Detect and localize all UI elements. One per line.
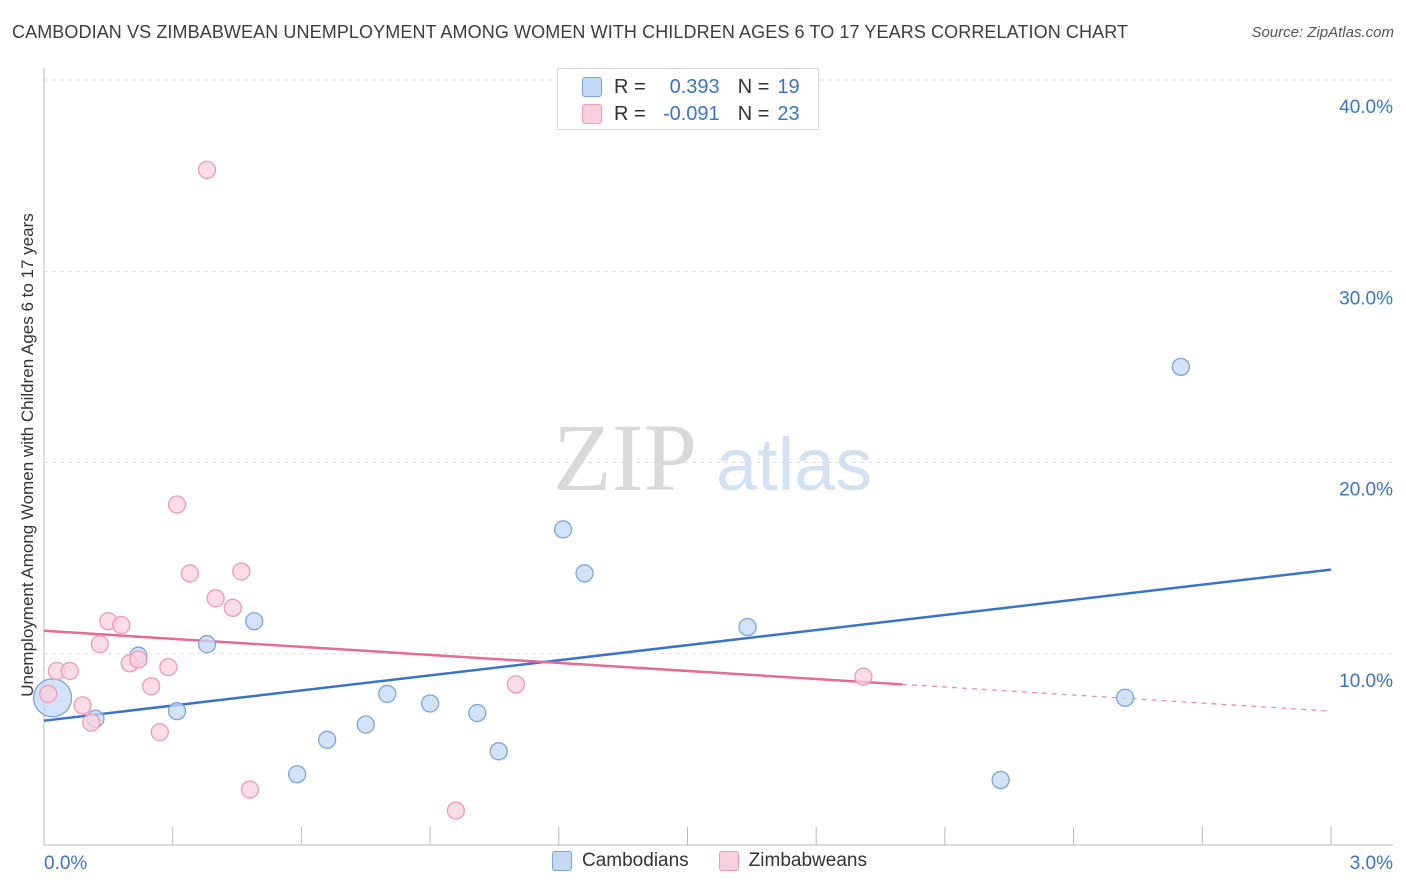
zimbabwean-point: [82, 713, 101, 732]
x-tick-label-max: 3.0%: [1350, 853, 1393, 874]
legend-n-label: N =: [737, 102, 770, 125]
zimbabwean-point: [73, 696, 92, 715]
source-note: Source: ZipAtlas.com: [1251, 24, 1394, 41]
legend-row-cambodians: R = 0.393 N = 19: [582, 74, 800, 100]
zimbabwean-point: [232, 562, 251, 581]
correlation-legend: R = 0.393 N = 19 R = -0.091 N = 23: [557, 68, 819, 130]
legend-r-value: -0.091: [662, 102, 720, 125]
zimbabwean-point: [206, 589, 225, 608]
cambodian-point: [378, 684, 397, 704]
cambodian-point: [167, 701, 187, 721]
cambodian-point: [420, 694, 440, 713]
cambodian-point: [468, 703, 487, 723]
legend-n-value: 19: [777, 75, 800, 98]
cambodian-point: [489, 742, 508, 761]
watermark-atlas: atlas: [716, 423, 872, 506]
legend-swatch-blue: [582, 77, 602, 97]
zimbabwean-point: [129, 650, 148, 669]
series-legend-cambodians: Cambodians: [552, 850, 689, 872]
cambodian-point: [738, 617, 757, 637]
cambodian-point: [1171, 357, 1190, 377]
axis-layer: 10.0% 20.0% 30.0% 40.0% 0.0% 3.0%: [43, 68, 1393, 874]
series-legend-zimbabweans: Zimbabweans: [718, 850, 867, 872]
series-label-zimbabweans: Zimbabweans: [748, 850, 867, 871]
y-tick-label: 20.0%: [1339, 480, 1393, 501]
series-swatch-pink: [718, 851, 739, 871]
y-tick-label: 40.0%: [1339, 97, 1393, 118]
legend-r-label: R =: [614, 75, 646, 98]
zimbabwean-point: [180, 564, 200, 583]
zimbabwean-trend-line: [43, 629, 903, 686]
legend-r-value: 0.393: [669, 75, 720, 98]
cambodian-trend-line: [43, 568, 1332, 722]
watermark-zip: ZIP: [553, 404, 697, 511]
zimbabwean-point: [159, 657, 178, 677]
zimbabwean-point: [506, 675, 526, 694]
cambodian-point: [356, 715, 375, 734]
zimbabwean-point: [150, 723, 169, 742]
cambodian-point: [317, 730, 337, 749]
cambodian-point: [1115, 688, 1135, 707]
zimbabwean-point: [90, 635, 109, 654]
series-swatch-blue: [552, 851, 572, 871]
zimbabwean-point: [197, 160, 217, 180]
y-tick-label: 30.0%: [1339, 288, 1393, 309]
chart-title: CAMBODIAN VS ZIMBABWEAN UNEMPLOYMENT AMO…: [12, 22, 1129, 42]
zimbabwean-point: [39, 684, 58, 704]
watermark: ZIP atlas: [553, 404, 872, 511]
cambodian-point: [287, 765, 307, 784]
zimbabwean-point: [223, 598, 242, 617]
zimbabwean-point: [142, 677, 161, 696]
series-label-cambodians: Cambodians: [582, 850, 689, 871]
legend-swatch-pink: [582, 104, 602, 124]
zimbabwean-point: [240, 780, 260, 799]
legend-n-label: N =: [737, 75, 770, 98]
trend-layer: [43, 568, 1332, 722]
legend-n-value: 23: [777, 102, 800, 125]
cambodian-point: [245, 612, 264, 631]
legend-row-zimbabweans: R = -0.091 N = 23: [582, 101, 800, 127]
zimbabwean-point: [854, 667, 873, 686]
cambodian-point: [575, 564, 594, 583]
x-tick-label-min: 0.0%: [44, 853, 87, 874]
legend-r-label: R =: [614, 102, 646, 125]
zimbabwean-point: [167, 495, 187, 514]
cambodian-point: [553, 520, 573, 539]
point-layer: [32, 160, 1190, 820]
zimbabwean-point: [112, 615, 131, 635]
cambodian-point: [991, 770, 1010, 790]
series-legend: Cambodians Zimbabweans: [552, 850, 897, 872]
y-tick-label: 10.0%: [1339, 671, 1393, 692]
cambodian-point: [197, 635, 217, 654]
zimbabwean-point: [446, 801, 465, 820]
zimbabwean-point: [60, 661, 79, 681]
